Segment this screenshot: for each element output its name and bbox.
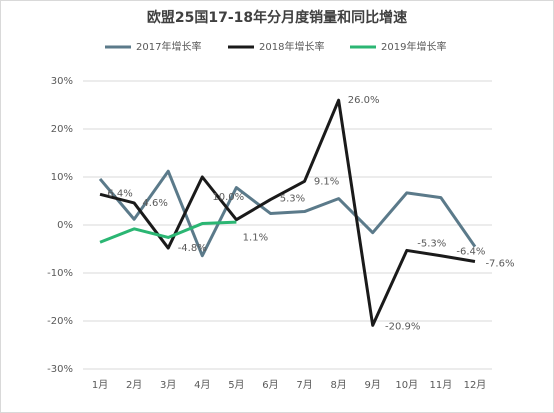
x-tick-label: 10月 — [395, 379, 418, 391]
legend-label: 2017年增长率 — [136, 40, 201, 53]
x-tick-label: 11月 — [430, 379, 453, 391]
x-tick-label: 12月 — [464, 379, 487, 391]
data-label: -20.9% — [385, 321, 420, 332]
data-label: 10.0% — [212, 192, 244, 203]
x-tick-label: 7月 — [296, 379, 312, 391]
data-label: -6.4% — [456, 247, 485, 258]
x-tick-label: 8月 — [330, 379, 346, 391]
y-tick-label: -20% — [47, 316, 73, 327]
data-label: 4.6% — [142, 198, 167, 209]
x-tick-label: 9月 — [365, 379, 381, 391]
data-label: 26.0% — [348, 95, 380, 106]
x-tick-label: 3月 — [160, 379, 176, 391]
x-tick-label: 4月 — [194, 379, 210, 391]
data-label: 1.1% — [243, 233, 268, 244]
chart-title: 欧盟25国17-18年分月度销量和同比增速 — [147, 9, 407, 26]
data-label: 5.3% — [280, 194, 305, 205]
legend-label: 2019年增长率 — [381, 40, 446, 53]
data-label: -5.3% — [417, 238, 446, 249]
series-line — [99, 220, 237, 244]
y-tick-label: -30% — [47, 364, 73, 375]
data-label: 6.4% — [107, 188, 132, 199]
legend-label: 2018年增长率 — [259, 40, 324, 53]
y-tick-label: -10% — [47, 268, 73, 279]
data-label: 9.1% — [314, 176, 339, 187]
series-line — [98, 169, 477, 258]
data-label: -7.6% — [485, 258, 514, 269]
y-tick-label: 10% — [51, 172, 73, 183]
y-tick-label: 0% — [57, 220, 73, 231]
x-tick-label: 5月 — [228, 379, 244, 391]
x-tick-label: 2月 — [126, 379, 142, 391]
data-label: -4.8% — [178, 243, 207, 254]
x-tick-label: 6月 — [262, 379, 278, 391]
y-tick-label: 30% — [51, 76, 73, 87]
x-tick-label: 1月 — [92, 379, 108, 391]
series-line — [99, 98, 476, 327]
y-tick-label: 20% — [51, 124, 73, 135]
